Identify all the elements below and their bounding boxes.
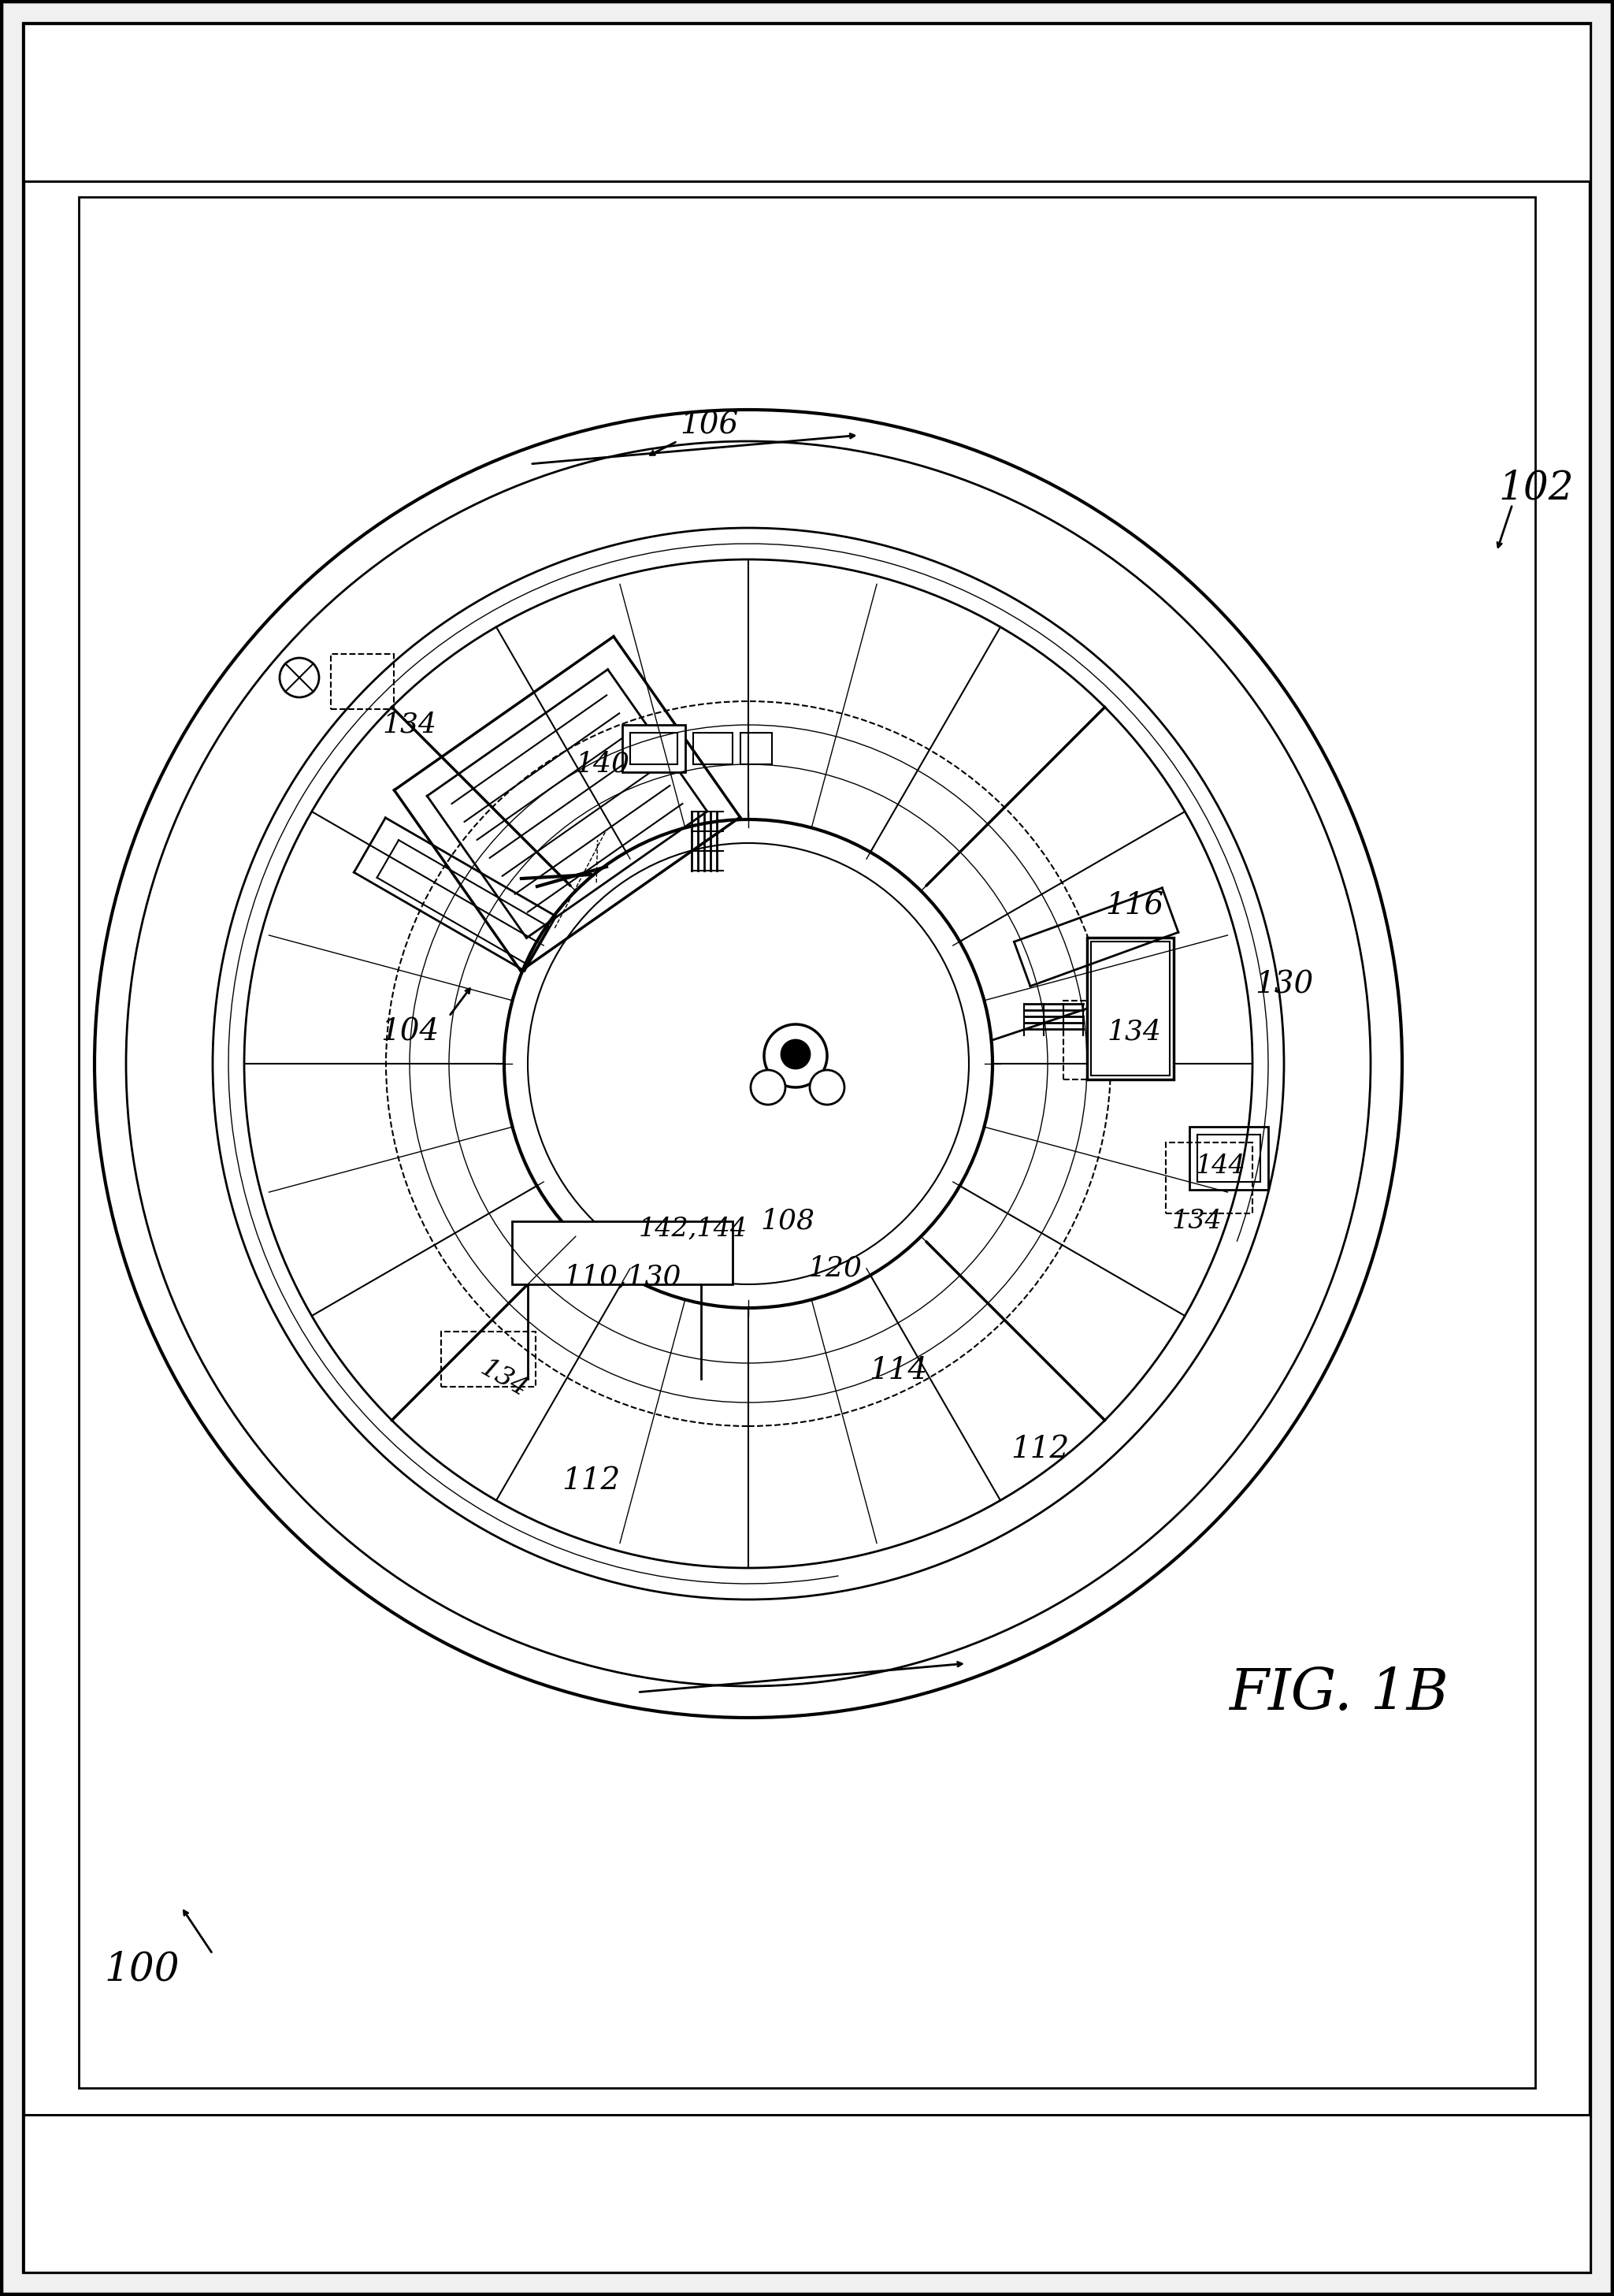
Text: 134: 134 <box>383 712 437 739</box>
Bar <box>623 726 686 771</box>
Bar <box>79 197 1535 2087</box>
Bar <box>24 2115 1590 2273</box>
Text: 112: 112 <box>1010 1435 1068 1465</box>
Bar <box>1091 941 1170 1075</box>
Text: 142,144: 142,144 <box>639 1217 747 1242</box>
Bar <box>331 654 394 709</box>
Text: FIG. 1B: FIG. 1B <box>1230 1667 1449 1722</box>
Text: 140: 140 <box>576 751 629 778</box>
Bar <box>1165 1143 1252 1212</box>
Text: 144: 144 <box>1196 1153 1246 1178</box>
Bar <box>1190 1127 1269 1189</box>
Bar <box>441 1332 536 1387</box>
Circle shape <box>763 1024 826 1088</box>
Text: 134: 134 <box>1172 1208 1222 1233</box>
Text: 106: 106 <box>679 411 738 441</box>
Text: 130: 130 <box>1254 971 1314 999</box>
Text: 104: 104 <box>381 1017 439 1047</box>
Bar <box>512 1221 733 1283</box>
Bar <box>1198 1134 1261 1182</box>
Text: 134: 134 <box>476 1355 533 1403</box>
Text: 100: 100 <box>105 1949 179 1988</box>
Bar <box>629 732 678 765</box>
Circle shape <box>781 1040 810 1068</box>
Bar <box>692 732 733 765</box>
Text: 134: 134 <box>1107 1019 1162 1045</box>
Ellipse shape <box>768 1008 823 1102</box>
Text: 116: 116 <box>1106 891 1164 921</box>
Text: 114: 114 <box>868 1357 926 1384</box>
Text: 110,130: 110,130 <box>563 1263 681 1290</box>
Bar <box>24 23 1590 181</box>
Circle shape <box>810 1070 844 1104</box>
Text: 120: 120 <box>807 1256 862 1281</box>
Text: 112: 112 <box>562 1467 620 1497</box>
Text: 102: 102 <box>1498 468 1574 507</box>
Text: 108: 108 <box>760 1208 815 1235</box>
Bar <box>1064 1001 1165 1079</box>
Circle shape <box>751 1070 786 1104</box>
Bar <box>1086 937 1173 1079</box>
Bar <box>741 732 771 765</box>
